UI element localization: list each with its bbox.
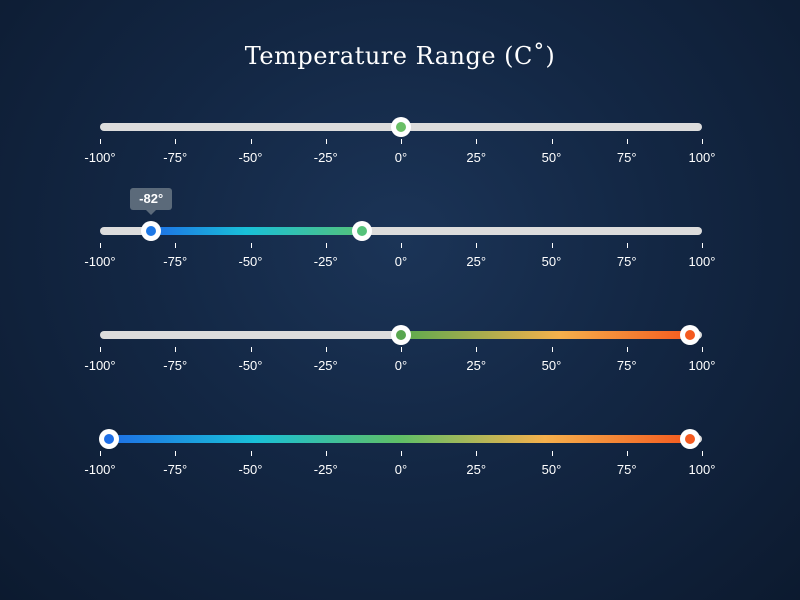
slider-range-fill: [109, 435, 690, 443]
tick-mark: [476, 243, 478, 248]
slider-handle-low[interactable]: [141, 221, 162, 241]
tick-mark: [100, 139, 101, 144]
tick-mark: [325, 451, 327, 456]
tick-mark: [401, 243, 402, 248]
tick-label: 50°: [541, 254, 562, 269]
tick-mark: [702, 139, 703, 144]
tooltip-text: -82°: [139, 191, 164, 206]
slider-handle-low[interactable]: [391, 325, 411, 345]
tick-mark: [476, 139, 478, 144]
temperature-range-slider-1[interactable]: -100° -75° -50° -25° 0° 25° 50° 75° 100°: [84, 117, 715, 183]
tick-mark: [476, 347, 478, 352]
tick-label: 25°: [466, 254, 487, 269]
tick-label: -50°: [238, 358, 263, 373]
tick-label: 50°: [541, 358, 562, 373]
tick-mark: [401, 139, 402, 144]
tick-mark: [250, 139, 252, 144]
tick-label: 75°: [616, 358, 637, 373]
page-title: Temperature Range (C˚): [244, 42, 556, 70]
slider-handle-high[interactable]: [351, 221, 372, 241]
tick-label: -25°: [313, 254, 338, 269]
tick-mark: [175, 139, 177, 144]
slider-handle[interactable]: [391, 117, 411, 137]
slider-handle-low[interactable]: [99, 429, 120, 449]
tick-label: 0°: [394, 254, 408, 269]
value-tooltip: -82°: [130, 188, 173, 215]
slider-handle-high[interactable]: [679, 325, 700, 345]
slider-handle-high[interactable]: [679, 429, 700, 449]
tick-label: 0°: [394, 462, 408, 477]
tick-mark: [250, 243, 252, 248]
tick-label: 100°: [688, 150, 716, 165]
tick-mark: [250, 347, 252, 352]
tick-mark: [325, 243, 327, 248]
tick-mark: [702, 451, 703, 456]
temperature-range-slider-2[interactable]: -100° -75° -50° -25° 0° 25° 50° 75° 100° -82°: [84, 188, 715, 287]
tick-label: -75°: [163, 358, 188, 373]
tick-label: -100°: [84, 150, 116, 165]
tick-label: -100°: [84, 254, 116, 269]
tick-label: 25°: [466, 462, 487, 477]
handle-dot: [684, 434, 695, 444]
tick-label: -75°: [163, 462, 188, 477]
tick-mark: [325, 347, 327, 352]
tick-mark: [175, 451, 177, 456]
tick-mark: [401, 451, 402, 456]
temperature-range-slider-4[interactable]: -100° -75° -50° -25° 0° 25° 50° 75° 100°: [84, 429, 715, 495]
tick-label: 0°: [394, 150, 408, 165]
tick-label: 75°: [616, 254, 637, 269]
tick-label: 75°: [616, 462, 637, 477]
tick-mark: [551, 139, 553, 144]
handle-dot: [146, 226, 157, 236]
tick-label: 50°: [541, 150, 562, 165]
handle-dot: [396, 122, 406, 132]
tick-label: 25°: [466, 150, 487, 165]
tick-label: -50°: [238, 150, 263, 165]
tick-label: 0°: [394, 358, 408, 373]
tick-label: -25°: [313, 358, 338, 373]
tick-mark: [551, 347, 553, 352]
tick-mark: [250, 451, 252, 456]
tick-mark: [626, 347, 628, 352]
slider-range-fill: [151, 227, 362, 235]
handle-dot: [356, 226, 367, 236]
tick-label: 75°: [616, 150, 637, 165]
tick-mark: [100, 243, 101, 248]
tick-mark: [476, 451, 478, 456]
tick-mark: [626, 451, 628, 456]
tick-label: -100°: [84, 358, 116, 373]
tick-mark: [626, 243, 628, 248]
handle-dot: [684, 330, 695, 340]
tick-mark: [702, 243, 703, 248]
tick-label: 50°: [541, 462, 562, 477]
tick-label: 100°: [688, 254, 716, 269]
tick-mark: [626, 139, 628, 144]
tick-mark: [175, 347, 177, 352]
tick-label: 25°: [466, 358, 487, 373]
tick-label: -50°: [238, 462, 263, 477]
tooltip-arrow: [146, 210, 157, 215]
tick-label: -25°: [313, 462, 338, 477]
handle-dot: [104, 434, 115, 444]
tick-mark: [551, 451, 553, 456]
tick-label: -50°: [238, 254, 263, 269]
tick-label: -25°: [313, 150, 338, 165]
slider-range-fill: [401, 331, 690, 339]
tick-label: -100°: [84, 462, 116, 477]
tick-label: 100°: [688, 358, 716, 373]
tick-mark: [702, 347, 703, 352]
tick-mark: [401, 347, 402, 352]
tick-mark: [100, 451, 101, 456]
tick-label: -75°: [163, 150, 188, 165]
tick-mark: [325, 139, 327, 144]
tick-mark: [175, 243, 177, 248]
slider-track[interactable]: [100, 227, 702, 235]
tick-label: 100°: [688, 462, 716, 477]
temperature-range-slider-3[interactable]: -100° -75° -50° -25° 0° 25° 50° 75° 100°: [84, 325, 715, 391]
tick-mark: [551, 243, 553, 248]
handle-dot: [396, 330, 406, 340]
tick-mark: [100, 347, 101, 352]
tick-label: -75°: [163, 254, 188, 269]
